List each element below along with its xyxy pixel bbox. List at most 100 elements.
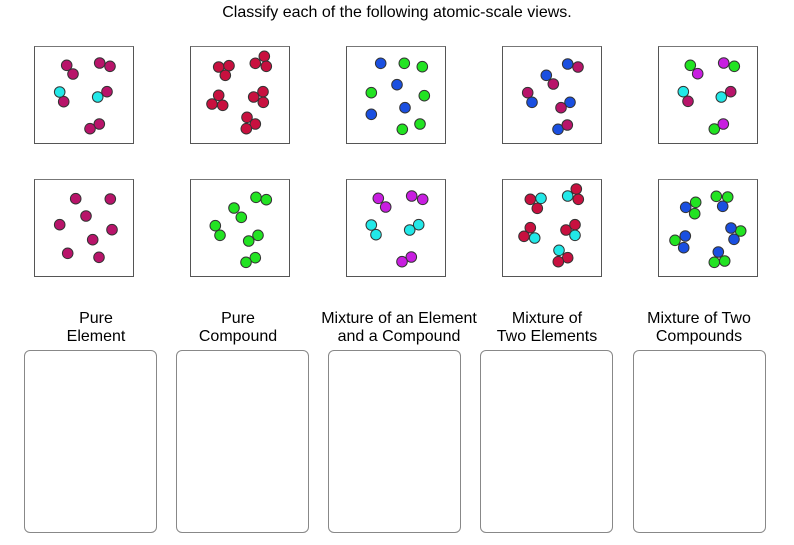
atom-crimson [518,230,530,243]
atomic-view-8[interactable] [346,179,446,277]
atom-blue [725,222,737,234]
atom-cyan [365,219,378,231]
drop-zone-pure-element[interactable] [24,350,157,533]
atom-green [416,60,429,73]
atom-dark-pink [555,101,567,114]
atom-green [418,89,431,102]
atom-cyan [91,91,104,103]
atom-green [365,86,378,99]
atom-blue [564,96,576,109]
label-line: Mixture of [511,310,583,327]
atom-dark-pink [101,85,113,98]
atom-cyan [370,228,382,241]
atomic-view-10[interactable] [658,179,758,277]
atom-blue [552,123,564,136]
atom-crimson [206,98,218,110]
atom-green [214,229,226,242]
atom-dark-pink [57,95,70,108]
atomic-view-5[interactable] [658,46,758,144]
atom-cyan [553,244,565,257]
atoms-diagram [365,57,431,136]
atoms-diagram [518,183,585,268]
atom-dark-pink [53,218,66,231]
atoms-diagram [669,190,747,269]
atom-dark-pink [106,223,118,236]
atom-green [728,60,741,73]
drop-zone-two-elements-mixture[interactable] [480,350,613,533]
atom-cyan [412,218,425,231]
atom-crimson [552,255,565,268]
atom-dark-pink [93,118,106,130]
label-line: Compound [198,328,278,345]
atom-dark-pink [104,193,117,205]
atom-crimson [572,193,585,206]
atom-purple [405,251,418,263]
atom-green [721,191,734,203]
atom-green [228,202,240,214]
atom-crimson [247,91,260,103]
label-line: Mixture of an Element [321,310,477,327]
atom-blue [540,69,553,82]
category-label-pure-compound: Pure Compound [153,310,323,346]
atom-blue [365,108,378,121]
category-label-two-compounds-mixture: Mixture of Two Compounds [614,310,784,346]
atomic-view-1[interactable] [34,46,134,144]
atom-blue [716,200,729,213]
atomic-view-7[interactable] [190,179,290,277]
atom-blue [728,233,740,246]
atoms-diagram [521,58,584,136]
drop-zone-two-compounds-mixture[interactable] [633,350,766,533]
atom-blue [679,201,692,214]
drop-zone-element-compound-mixture[interactable] [328,350,461,533]
atom-purple [405,190,418,202]
atomic-view-9[interactable] [502,179,602,277]
atom-cyan [715,91,728,103]
atom-blue [677,241,690,254]
atom-crimson [570,183,583,195]
atomic-view-2[interactable] [190,46,290,144]
atom-green [249,251,262,264]
label-line: Two Elements [496,328,598,345]
atom-dark-pink [69,192,82,205]
atom-purple [396,255,408,268]
atoms-diagram [677,57,741,135]
atom-green [250,191,262,204]
atom-crimson [249,118,262,130]
atom-blue [391,78,403,91]
atom-crimson [216,99,229,112]
atom-blue [374,57,387,70]
atom-dark-pink [93,57,106,69]
label-line: Mixture of Two [647,310,751,327]
atom-crimson [531,202,544,215]
atom-dark-pink [84,122,96,135]
atom-crimson [257,85,269,98]
atom-dark-pink [61,247,74,260]
atom-dark-pink [93,251,105,264]
atom-crimson [241,111,253,124]
atom-crimson [212,89,225,102]
atomic-view-6[interactable] [34,179,134,277]
atom-green [669,234,681,247]
atom-dark-pink [724,85,737,98]
atom-purple [717,57,730,69]
label-line: and a Compound [337,328,461,345]
atom-crimson [258,50,271,63]
atom-purple [717,118,730,130]
atomic-view-3[interactable] [346,46,446,144]
atom-cyan [561,190,574,202]
atom-purple [379,201,392,213]
atoms-diagram [53,57,116,135]
atom-green [252,229,264,242]
atom-crimson [524,221,537,234]
atom-dark-pink [80,210,92,222]
atom-green [708,256,721,269]
atom-green [708,123,721,135]
atom-blue [526,96,538,109]
atom-crimson [249,57,262,70]
atom-crimson [257,96,270,109]
atomic-view-4[interactable] [502,46,602,144]
atom-blue [679,230,692,242]
drop-zone-pure-compound[interactable] [176,350,309,533]
instructions-title: Classify each of the following atomic-sc… [222,4,572,21]
atom-green [235,211,248,224]
